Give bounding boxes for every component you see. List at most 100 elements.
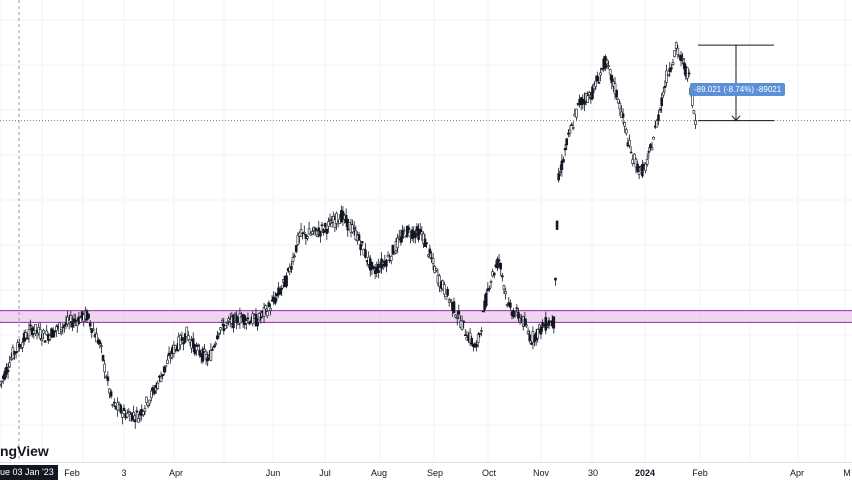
candle bbox=[391, 244, 395, 256]
candle bbox=[681, 52, 684, 65]
candle bbox=[616, 97, 620, 104]
candle bbox=[335, 211, 338, 231]
candle bbox=[637, 166, 641, 180]
crosshair-date-label: ue 03 Jan '23 bbox=[0, 465, 58, 480]
candle bbox=[150, 387, 153, 402]
candle bbox=[370, 261, 374, 276]
candle bbox=[444, 296, 448, 300]
candle bbox=[232, 314, 235, 333]
candle bbox=[389, 255, 393, 265]
candle bbox=[596, 71, 599, 82]
candle bbox=[587, 90, 591, 99]
x-tick-label: Jul bbox=[319, 468, 331, 478]
candle bbox=[290, 260, 293, 274]
candle bbox=[652, 136, 655, 140]
candle bbox=[644, 162, 647, 174]
candle bbox=[206, 351, 209, 367]
time-axis[interactable] bbox=[0, 462, 852, 486]
candle bbox=[296, 232, 300, 246]
candle bbox=[21, 337, 24, 353]
candle bbox=[352, 221, 356, 236]
candle bbox=[523, 311, 527, 327]
candle bbox=[55, 324, 58, 338]
candle bbox=[647, 147, 651, 159]
candle bbox=[509, 299, 512, 310]
candle bbox=[19, 343, 23, 350]
candle bbox=[372, 265, 375, 271]
candle bbox=[100, 342, 103, 354]
candle bbox=[122, 404, 126, 412]
candle bbox=[299, 222, 303, 237]
candle bbox=[233, 312, 237, 316]
candle bbox=[42, 328, 45, 340]
candle bbox=[457, 304, 461, 320]
x-tick-label: Oct bbox=[481, 468, 497, 478]
candle bbox=[557, 167, 560, 183]
candle bbox=[404, 234, 408, 238]
candle bbox=[615, 89, 618, 101]
candle bbox=[455, 310, 459, 326]
candle bbox=[108, 388, 111, 399]
chart-grid bbox=[0, 0, 852, 462]
candle bbox=[285, 272, 288, 289]
candle bbox=[216, 330, 219, 341]
candle bbox=[447, 297, 451, 307]
candle bbox=[235, 311, 238, 330]
candle bbox=[692, 109, 696, 115]
candle bbox=[0, 383, 2, 387]
candle bbox=[399, 229, 403, 246]
candle bbox=[148, 399, 152, 406]
x-tick-label: Aug bbox=[370, 468, 388, 478]
candle bbox=[311, 227, 314, 236]
candle bbox=[43, 340, 47, 343]
candle bbox=[393, 250, 396, 255]
candle bbox=[314, 227, 317, 236]
candle bbox=[127, 408, 131, 414]
candle bbox=[34, 324, 37, 337]
candle bbox=[443, 281, 446, 297]
candle bbox=[306, 235, 309, 241]
candle bbox=[546, 322, 549, 329]
candle bbox=[8, 355, 11, 369]
measure-tool[interactable] bbox=[698, 44, 774, 122]
candle bbox=[201, 346, 205, 364]
candle bbox=[529, 340, 533, 346]
candle bbox=[668, 62, 672, 77]
candle bbox=[322, 227, 325, 236]
candle bbox=[435, 267, 438, 273]
candle bbox=[586, 91, 589, 103]
candle bbox=[662, 87, 665, 99]
x-tick-label: 2024 bbox=[634, 468, 656, 478]
candle bbox=[686, 67, 689, 82]
x-tick-label: Apr bbox=[168, 468, 184, 478]
candle bbox=[294, 245, 298, 254]
candle bbox=[682, 57, 686, 75]
candle bbox=[204, 350, 208, 365]
candle bbox=[320, 221, 324, 232]
candle bbox=[267, 300, 271, 308]
candle bbox=[454, 314, 457, 319]
candle bbox=[641, 159, 644, 179]
candle bbox=[133, 413, 137, 429]
candle bbox=[650, 141, 654, 151]
price-chart[interactable] bbox=[0, 0, 852, 462]
candle bbox=[351, 219, 354, 234]
candle bbox=[360, 240, 364, 247]
candle bbox=[621, 108, 625, 125]
candle bbox=[135, 406, 139, 419]
candle bbox=[166, 354, 169, 365]
candle bbox=[563, 143, 567, 157]
candle bbox=[307, 221, 311, 235]
candle bbox=[225, 321, 229, 329]
candle bbox=[558, 164, 562, 177]
candle bbox=[274, 292, 277, 306]
candle bbox=[187, 331, 190, 341]
candle bbox=[655, 118, 659, 128]
candle bbox=[327, 217, 330, 233]
candle bbox=[159, 371, 163, 383]
candle bbox=[452, 297, 456, 314]
candle bbox=[246, 312, 250, 321]
candle bbox=[579, 96, 583, 111]
candle bbox=[121, 410, 124, 425]
candle bbox=[649, 143, 652, 152]
